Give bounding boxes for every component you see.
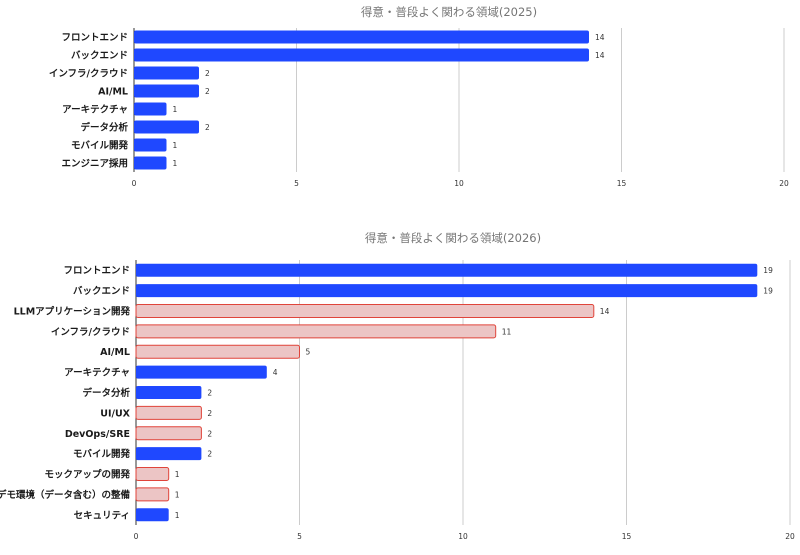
bar (135, 487, 170, 502)
data-label: 2 (205, 123, 210, 132)
category-label: フロントエンド (61, 33, 128, 44)
data-label: 2 (207, 429, 212, 438)
bar (134, 66, 199, 80)
data-label: 1 (173, 159, 178, 168)
data-label: 5 (306, 348, 311, 357)
category-label: アーキテクチャ (62, 105, 128, 116)
category-label: AI/ML (98, 87, 128, 98)
data-label: 1 (175, 490, 180, 499)
bar (134, 120, 199, 134)
category-label: DevOps/SRE (65, 429, 130, 440)
data-label: 14 (595, 33, 605, 42)
bar (134, 84, 199, 98)
x-tick-label: 10 (454, 179, 464, 188)
bar (134, 138, 167, 152)
bar (134, 102, 167, 116)
bar (134, 156, 167, 170)
category-label: LLMアプリケーション開発 (14, 305, 131, 317)
category-label: モバイル開発 (73, 448, 131, 460)
bar (135, 344, 300, 359)
bar (136, 447, 202, 461)
chart-title: 得意・普段よく関わる領域(2026) (365, 231, 541, 245)
x-tick-label: 5 (297, 532, 302, 541)
category-label: データ分析 (82, 387, 130, 399)
category-label: モックアップの開発 (44, 469, 130, 481)
data-label: 1 (173, 105, 178, 114)
data-label: 1 (175, 470, 180, 479)
x-tick-label: 20 (785, 532, 795, 541)
x-tick-label: 0 (134, 532, 139, 541)
bar (135, 467, 170, 482)
category-label: インフラ/クラウド (51, 327, 130, 338)
bar (134, 30, 589, 44)
bar (136, 263, 758, 277)
bar (136, 284, 758, 298)
x-tick-label: 0 (132, 179, 137, 188)
data-label: 1 (175, 511, 180, 520)
data-label: 19 (763, 266, 773, 275)
data-label: 2 (207, 389, 212, 398)
category-label: バックエンド (71, 50, 128, 62)
data-label: 14 (595, 51, 605, 60)
category-label: UI/UX (100, 408, 130, 419)
x-tick-label: 15 (622, 532, 632, 541)
category-label: アーキテクチャ (64, 368, 130, 379)
data-label: 2 (207, 450, 212, 459)
chart-2025: 得意・普段よく関わる領域(2025) 0 5 10 15 20 フロントエンド 14 バックエン… (49, 5, 789, 188)
category-label: AI/ML (100, 347, 130, 358)
x-tick-label: 15 (617, 179, 627, 188)
bar (136, 365, 267, 379)
bar (136, 508, 169, 522)
chart-title: 得意・普段よく関わる領域(2025) (361, 5, 537, 19)
category-label: セキュリティ (74, 510, 130, 521)
category-label: データ分析 (80, 122, 128, 134)
x-tick-label: 20 (779, 179, 789, 188)
category-label: モバイル開発 (71, 140, 129, 152)
x-tick-label: 5 (294, 179, 299, 188)
data-label: 2 (207, 409, 212, 418)
x-tick-label: 10 (458, 532, 468, 541)
data-label: 14 (600, 307, 610, 316)
data-label: 11 (502, 327, 512, 336)
bar (135, 426, 202, 441)
category-label: フロントエンド (63, 266, 130, 277)
data-label: 2 (205, 69, 210, 78)
bar (136, 386, 202, 399)
bar (135, 405, 202, 420)
bar (135, 303, 595, 318)
category-label: エンジニア採用 (61, 158, 128, 170)
data-label: 2 (205, 87, 210, 96)
bar (134, 48, 589, 62)
data-label: 4 (273, 368, 278, 377)
data-label: 19 (763, 287, 773, 296)
category-label: インフラ/クラウド (49, 69, 128, 80)
bar (135, 324, 497, 339)
category-label: デモ環境（データ含む）の整備 (0, 489, 130, 501)
category-label: バックエンド (73, 285, 130, 297)
data-label: 1 (173, 141, 178, 150)
